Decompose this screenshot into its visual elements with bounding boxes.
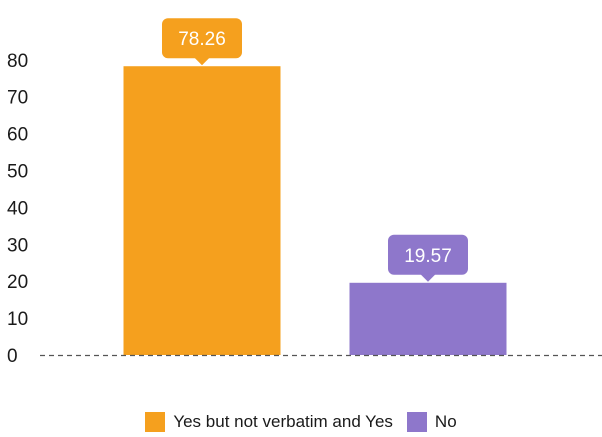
- legend-label-yes: Yes but not verbatim and Yes: [173, 412, 393, 431]
- legend-swatch-yes: [145, 412, 166, 432]
- bars-group: [123, 66, 507, 356]
- legend-item-no[interactable]: No: [406, 412, 457, 432]
- y-tick-label: 70: [7, 88, 28, 109]
- legend-swatch-no: [406, 412, 427, 432]
- data-label-pointer: [194, 57, 210, 66]
- y-axis: 0 10 20 30 40 50 60 70 80: [7, 51, 28, 367]
- data-label-box: [162, 18, 242, 59]
- legend-item-yes[interactable]: Yes but not verbatim and Yes: [145, 412, 393, 432]
- y-tick-label: 30: [7, 235, 28, 256]
- data-label-text: 78.26: [178, 29, 226, 50]
- y-tick-label: 0: [7, 346, 18, 367]
- data-label-yes: 78.26: [162, 18, 242, 66]
- legend-label-no: No: [434, 412, 457, 431]
- data-label-text: 19.57: [404, 246, 452, 267]
- data-labels-group: 78.26 19.57: [162, 18, 468, 282]
- data-label-pointer: [420, 273, 436, 282]
- y-tick-label: 60: [7, 125, 28, 146]
- data-label-no: 19.57: [388, 234, 468, 282]
- data-label-box: [388, 234, 468, 275]
- legend: Yes but not verbatim and Yes No: [0, 409, 602, 435]
- y-tick-label: 40: [7, 198, 28, 219]
- y-tick-label: 20: [7, 272, 28, 293]
- y-tick-label: 10: [7, 309, 28, 330]
- bar-no[interactable]: [349, 282, 507, 355]
- bar-yes[interactable]: [123, 66, 281, 356]
- y-tick-label: 80: [7, 51, 28, 72]
- y-tick-label: 50: [7, 162, 28, 183]
